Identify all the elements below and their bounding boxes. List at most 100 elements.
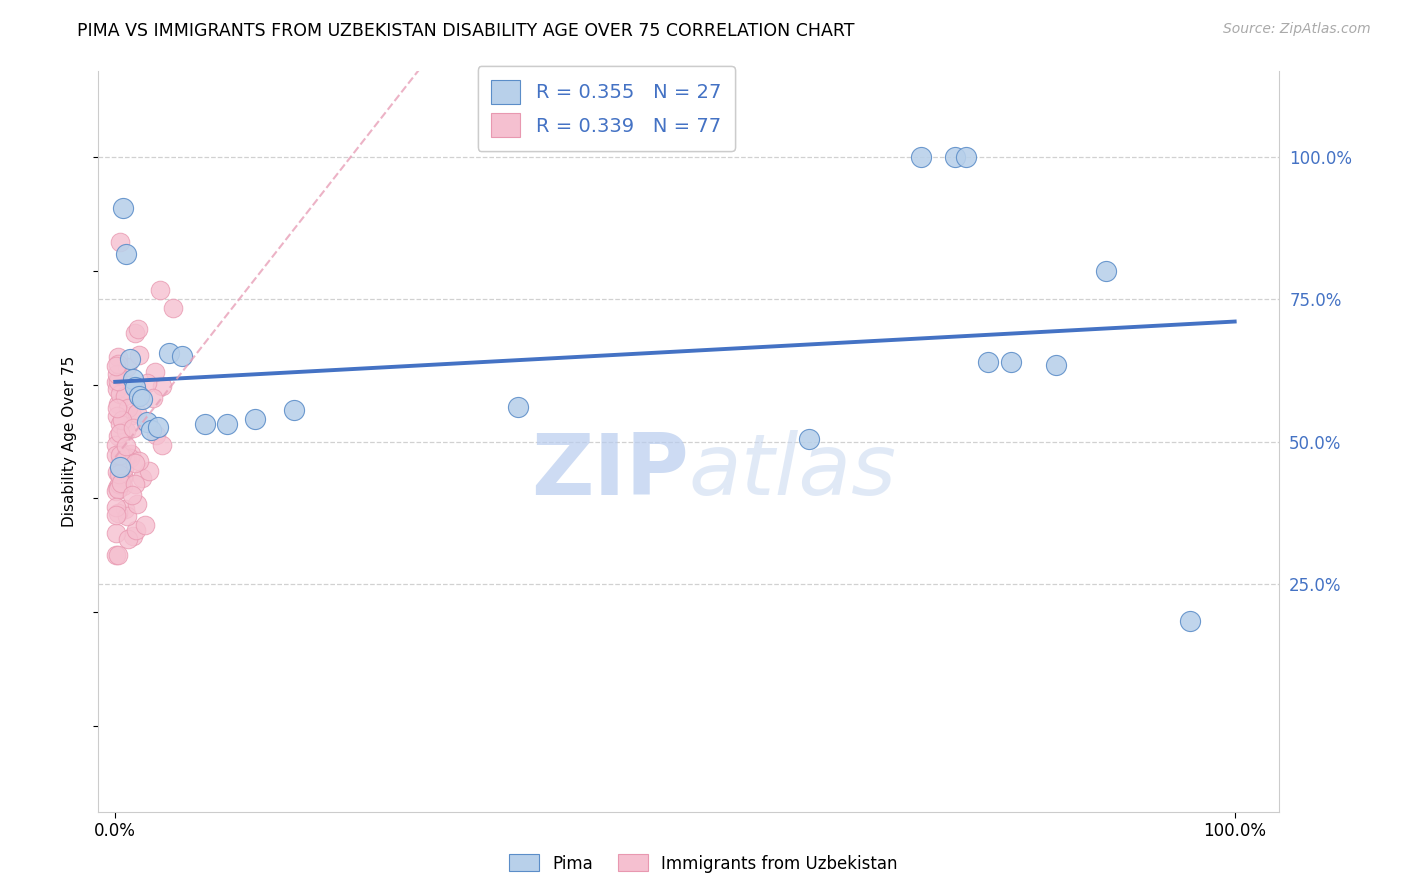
- Point: [217, 417, 239, 432]
- Point: [105, 500, 128, 515]
- Point: [145, 428, 167, 442]
- Point: [172, 349, 194, 363]
- Point: [105, 367, 128, 381]
- Point: [105, 549, 128, 563]
- Point: [138, 464, 160, 478]
- Point: [121, 421, 143, 435]
- Point: [117, 532, 139, 546]
- Point: [112, 479, 135, 493]
- Point: [105, 438, 128, 452]
- Point: [124, 456, 146, 470]
- Point: [107, 429, 129, 443]
- Point: [107, 358, 129, 372]
- Point: [115, 424, 138, 438]
- Point: [117, 450, 139, 465]
- Point: [108, 453, 131, 467]
- Point: [114, 451, 136, 466]
- Point: [136, 376, 159, 391]
- Point: [1000, 355, 1022, 369]
- Point: [128, 389, 150, 403]
- Text: PIMA VS IMMIGRANTS FROM UZBEKISTAN DISABILITY AGE OVER 75 CORRELATION CHART: PIMA VS IMMIGRANTS FROM UZBEKISTAN DISAB…: [77, 22, 855, 40]
- Point: [105, 375, 128, 389]
- Point: [139, 423, 162, 437]
- Point: [125, 523, 148, 537]
- Point: [124, 476, 146, 491]
- Point: [114, 439, 136, 453]
- Point: [111, 471, 134, 485]
- Point: [110, 448, 132, 462]
- Point: [110, 460, 132, 475]
- Legend: Pima, Immigrants from Uzbekistan: Pima, Immigrants from Uzbekistan: [502, 847, 904, 880]
- Point: [122, 372, 145, 386]
- Point: [112, 201, 135, 215]
- Point: [105, 526, 128, 541]
- Point: [107, 351, 129, 365]
- Point: [128, 348, 150, 362]
- Point: [107, 374, 129, 388]
- Point: [124, 380, 146, 394]
- Point: [114, 389, 136, 403]
- Point: [131, 392, 153, 406]
- Point: [1178, 614, 1201, 628]
- Point: [135, 415, 157, 429]
- Point: [105, 448, 128, 462]
- Point: [1045, 358, 1067, 372]
- Point: [117, 360, 139, 375]
- Point: [110, 417, 132, 432]
- Point: [127, 322, 149, 336]
- Point: [107, 397, 129, 411]
- Text: ZIP: ZIP: [531, 430, 689, 513]
- Point: [162, 301, 184, 315]
- Point: [108, 387, 131, 401]
- Point: [955, 150, 977, 164]
- Point: [108, 467, 131, 482]
- Point: [107, 482, 129, 496]
- Point: [108, 426, 131, 441]
- Text: Source: ZipAtlas.com: Source: ZipAtlas.com: [1223, 22, 1371, 37]
- Point: [117, 508, 139, 523]
- Point: [799, 432, 821, 446]
- Point: [128, 454, 150, 468]
- Point: [943, 150, 966, 164]
- Point: [105, 409, 128, 423]
- Point: [107, 466, 129, 480]
- Point: [283, 403, 305, 417]
- Point: [134, 517, 156, 532]
- Point: [124, 326, 146, 340]
- Point: [117, 401, 139, 415]
- Point: [149, 283, 172, 297]
- Point: [194, 417, 217, 432]
- Point: [105, 359, 128, 374]
- Point: [150, 378, 173, 392]
- Point: [117, 378, 139, 392]
- Point: [127, 406, 149, 420]
- Point: [142, 392, 165, 406]
- Point: [157, 346, 180, 360]
- Y-axis label: Disability Age Over 75: Disability Age Over 75: [62, 356, 77, 527]
- Point: [110, 445, 132, 459]
- Point: [107, 506, 129, 520]
- Point: [105, 401, 128, 416]
- Point: [111, 413, 134, 427]
- Point: [115, 246, 138, 260]
- Point: [143, 365, 166, 379]
- Point: [910, 150, 932, 164]
- Point: [121, 488, 143, 502]
- Point: [112, 461, 135, 475]
- Point: [120, 447, 142, 461]
- Point: [114, 502, 136, 516]
- Point: [105, 383, 128, 397]
- Point: [146, 420, 169, 434]
- Point: [108, 460, 131, 475]
- Point: [107, 549, 129, 563]
- Text: atlas: atlas: [689, 430, 897, 513]
- Point: [105, 484, 128, 499]
- Point: [105, 508, 128, 523]
- Point: [1095, 263, 1118, 277]
- Point: [977, 355, 1000, 369]
- Point: [108, 477, 131, 491]
- Point: [122, 529, 145, 543]
- Point: [118, 451, 141, 466]
- Point: [108, 235, 131, 250]
- Point: [243, 411, 266, 425]
